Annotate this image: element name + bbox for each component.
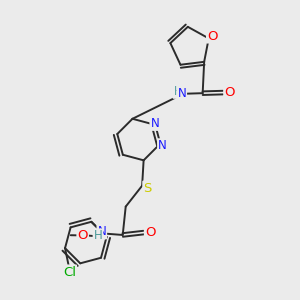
Text: N: N — [98, 226, 106, 238]
Text: N: N — [177, 87, 186, 100]
Text: O: O — [145, 226, 155, 239]
Text: N: N — [158, 139, 167, 152]
Text: H: H — [173, 85, 182, 98]
Text: N: N — [150, 117, 159, 130]
Text: O: O — [77, 229, 88, 242]
Text: Cl: Cl — [63, 266, 76, 278]
Text: O: O — [224, 86, 235, 99]
Text: H: H — [94, 230, 102, 242]
Text: O: O — [207, 29, 217, 43]
Text: S: S — [143, 182, 152, 195]
